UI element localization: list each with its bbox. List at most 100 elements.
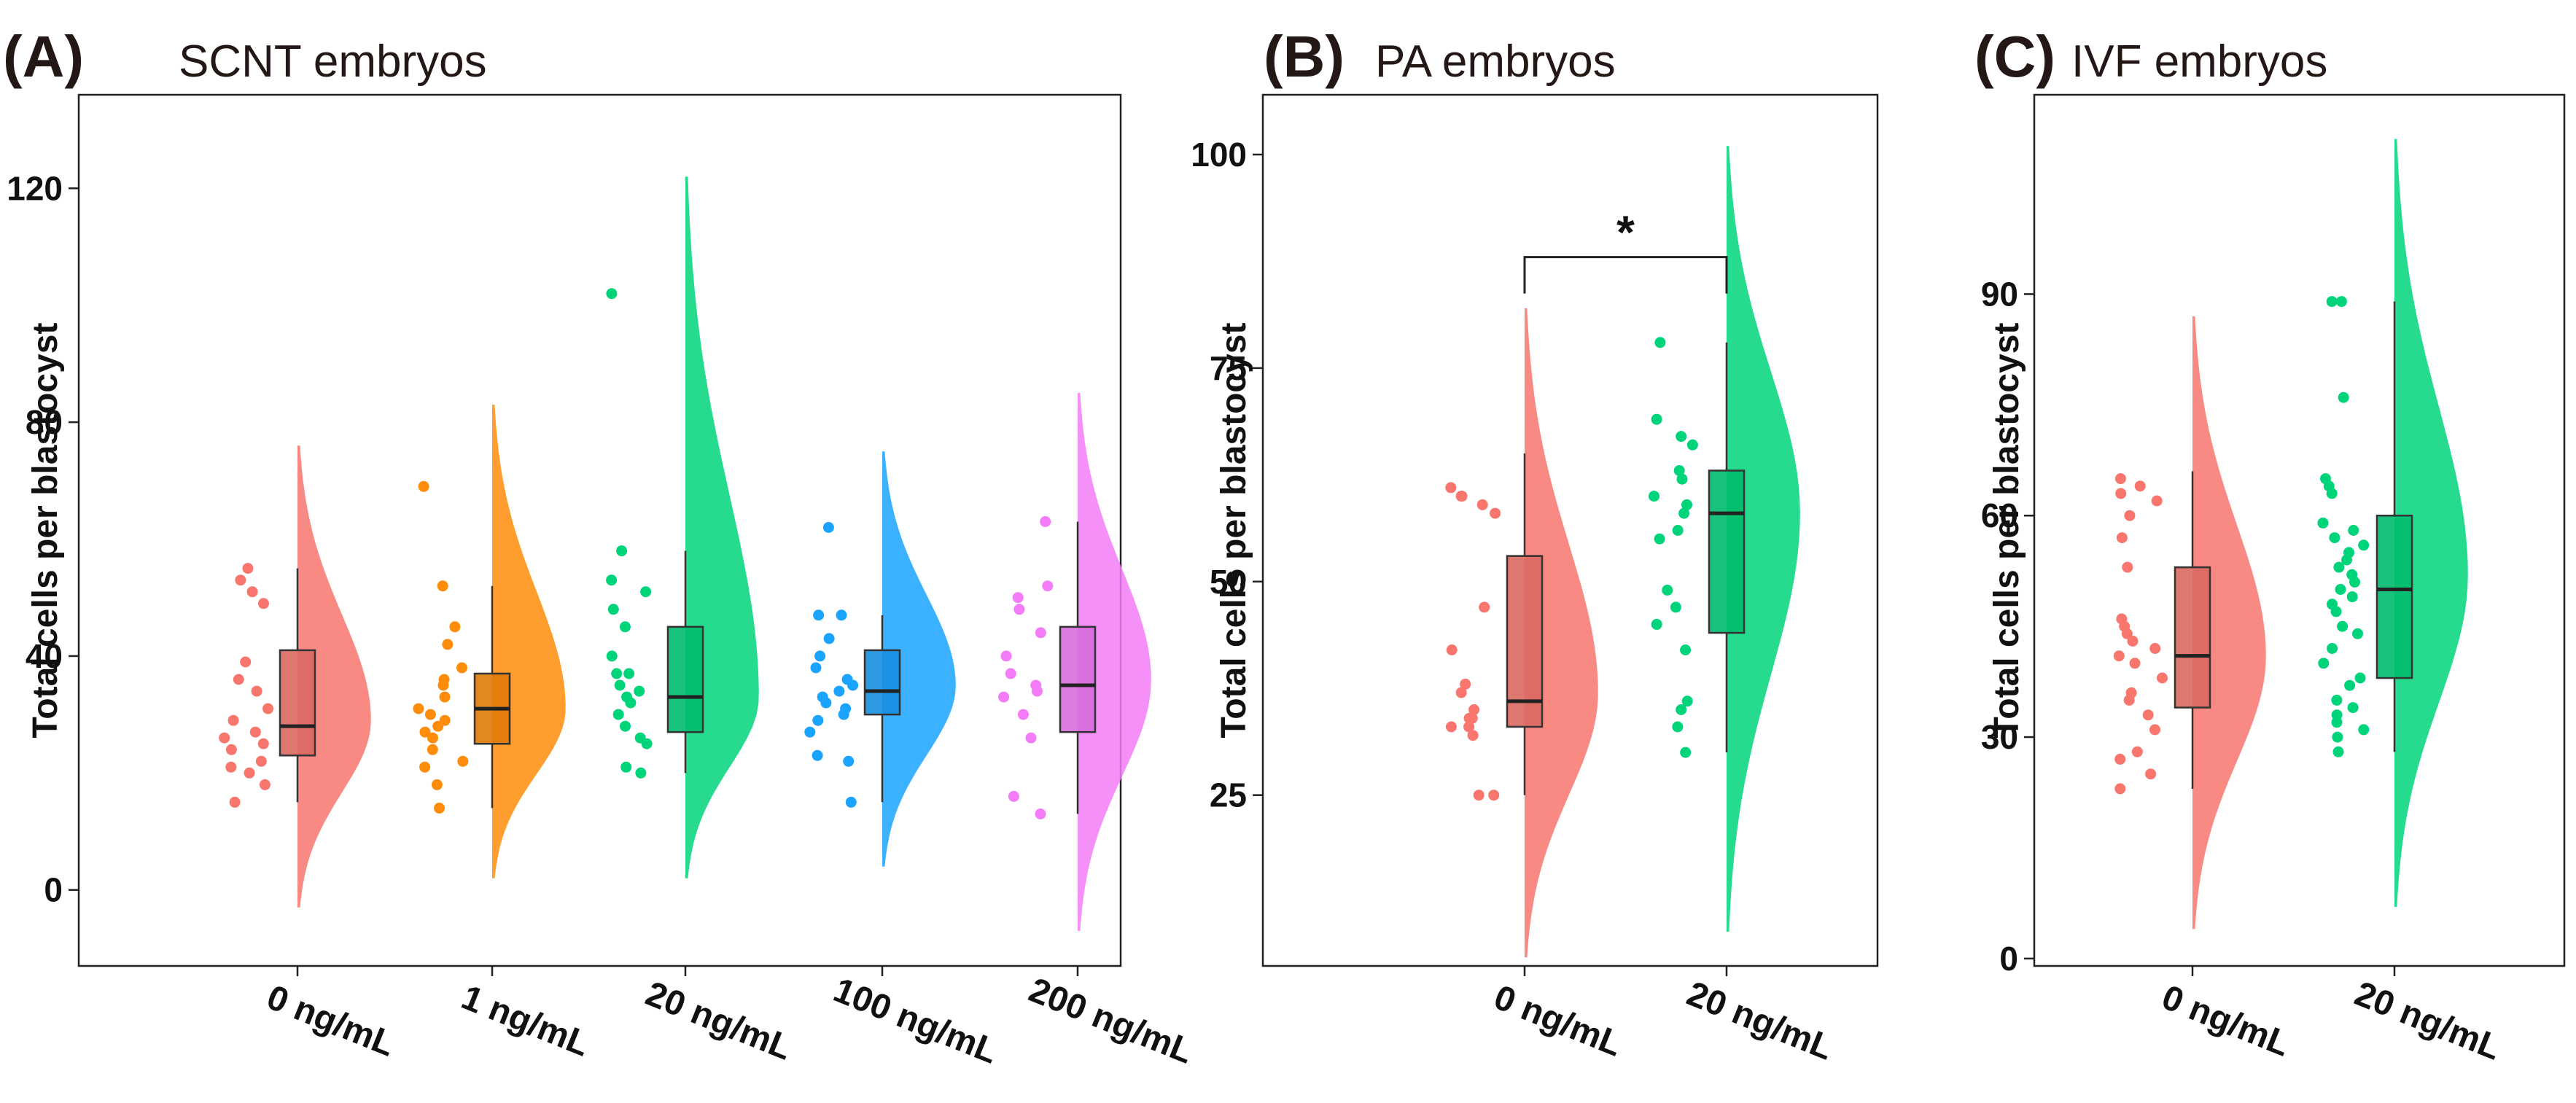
data-point — [2113, 650, 2125, 662]
data-point — [2348, 525, 2359, 536]
data-point — [1662, 585, 1673, 596]
data-point — [607, 604, 619, 615]
data-point — [614, 679, 626, 691]
data-point — [635, 767, 647, 779]
box — [1506, 555, 1544, 728]
data-point — [1035, 627, 1046, 639]
significance-star: * — [1616, 206, 1635, 259]
density-cloud — [882, 451, 956, 867]
data-point — [434, 803, 445, 814]
box — [1059, 625, 1097, 733]
data-point — [2116, 613, 2128, 625]
group-1: 0 ng/mL — [2113, 316, 2295, 1064]
data-point — [257, 738, 269, 749]
data-point — [1013, 604, 1025, 615]
x-tick-label: 0 ng/mL — [262, 978, 400, 1064]
data-point — [812, 714, 824, 726]
data-point — [1473, 790, 1484, 801]
data-point — [1017, 709, 1029, 720]
data-point — [1008, 790, 1019, 802]
density-cloud — [1525, 308, 1598, 958]
chart-title: SCNT embryos — [179, 36, 487, 87]
data-point — [1466, 712, 1478, 724]
data-point — [1651, 413, 1662, 425]
data-point — [616, 545, 628, 557]
data-point — [2337, 620, 2349, 632]
data-point — [2331, 694, 2343, 706]
data-point — [620, 761, 632, 773]
data-point — [1460, 678, 1471, 690]
panel-1: (A) SCNT embryos Total cells per blastocys… — [3, 24, 1199, 1072]
box — [2174, 566, 2211, 709]
chart-title: IVF embryos — [2071, 36, 2327, 87]
data-point — [611, 668, 623, 679]
data-point — [242, 563, 254, 574]
y-tick-label: 100 — [1191, 136, 1247, 174]
group-4: 100 ng/mL — [804, 451, 1003, 1072]
data-point — [235, 574, 246, 586]
data-point — [998, 691, 1010, 703]
data-point — [845, 796, 857, 808]
panel-3: (C) IVF embryos Total cells per blastocyst… — [1974, 24, 2566, 1068]
data-point — [2115, 488, 2127, 499]
y-tick-label: 0 — [44, 871, 63, 909]
data-point — [1035, 808, 1046, 819]
y-tick-label: 60 — [1981, 496, 2018, 534]
data-point — [437, 580, 448, 592]
y-tick-label: 50 — [1210, 563, 1247, 601]
data-point — [822, 522, 834, 533]
data-point — [2114, 783, 2126, 795]
y-tick-label: 75 — [1210, 349, 1247, 387]
data-point — [2358, 724, 2370, 736]
data-point — [620, 720, 631, 732]
data-point — [2338, 391, 2349, 403]
data-point — [1673, 465, 1685, 476]
x-tick-label: 20 ng/mL — [640, 975, 797, 1068]
box — [1708, 469, 1746, 634]
data-point — [817, 691, 828, 703]
x-tick-label: 0 ng/mL — [1489, 978, 1627, 1064]
data-point — [419, 761, 431, 773]
y-tick-label: 0 — [1999, 940, 2018, 978]
x-tick-label: 1 ng/mL — [456, 978, 595, 1064]
data-point — [1654, 533, 1665, 545]
data-point — [2344, 679, 2356, 691]
data-point — [1005, 668, 1016, 679]
data-point — [2327, 599, 2338, 610]
density-cloud — [1078, 393, 1151, 931]
data-point — [219, 732, 230, 744]
panel-label: (A) — [3, 24, 84, 89]
data-point — [439, 691, 451, 703]
data-point — [227, 714, 239, 726]
panel-2: (B) PA embryos Total cells per blastocyst 2… — [1191, 24, 1879, 1068]
x-tick-label: 0 ng/mL — [2157, 978, 2295, 1064]
panel-label: (B) — [1264, 24, 1345, 89]
data-point — [814, 650, 826, 662]
data-point — [1676, 704, 1687, 715]
group-1: 0 ng/mL — [1445, 308, 1627, 1064]
data-point — [1000, 650, 1012, 662]
data-point — [1686, 439, 1698, 451]
data-point — [2346, 591, 2358, 603]
y-axis-label: Total cells per blastocyst — [26, 323, 65, 738]
data-point — [1479, 601, 1490, 613]
data-point — [606, 650, 618, 662]
data-point — [225, 761, 237, 773]
data-point — [1042, 580, 1054, 592]
data-point — [640, 586, 652, 598]
data-point — [836, 609, 847, 621]
data-point — [2114, 473, 2126, 485]
density-cloud — [2394, 139, 2468, 908]
significance-bracket — [1523, 256, 1728, 294]
data-point — [2125, 687, 2137, 698]
data-point — [251, 685, 262, 697]
data-point — [1680, 644, 1692, 655]
data-point — [2320, 473, 2331, 485]
data-point — [233, 674, 244, 685]
data-point — [427, 732, 438, 744]
data-point — [2151, 495, 2163, 507]
data-point — [442, 639, 454, 650]
data-point — [1488, 790, 1500, 801]
data-point — [1681, 695, 1693, 707]
